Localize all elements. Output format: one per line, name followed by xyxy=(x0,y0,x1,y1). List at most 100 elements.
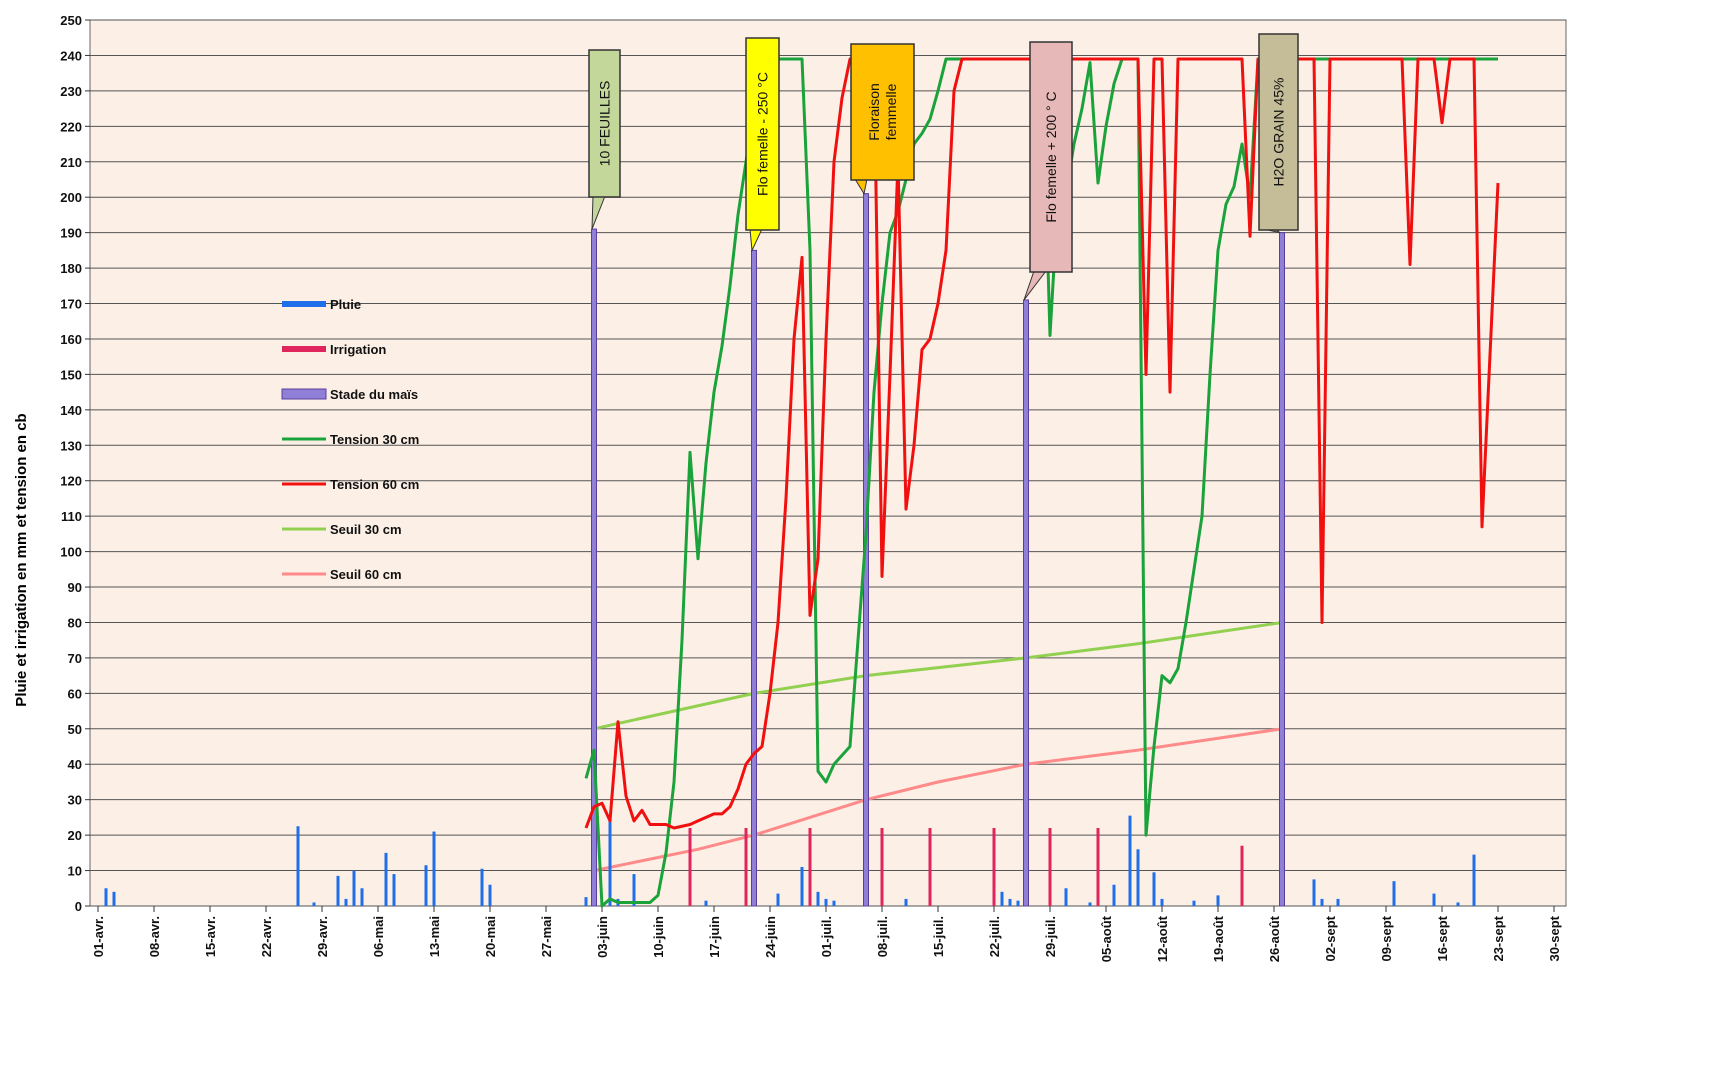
bar xyxy=(880,828,884,906)
callout-box xyxy=(745,37,780,231)
bar xyxy=(392,874,396,906)
bar xyxy=(1279,232,1285,907)
x-tick-label: 19-août xyxy=(1211,915,1226,962)
bar xyxy=(584,897,588,906)
y-tick-label: 110 xyxy=(61,509,82,524)
bar xyxy=(816,891,820,906)
y-tick-label: 120 xyxy=(60,474,82,489)
callout-box xyxy=(1029,41,1073,273)
legend-label: Pluie xyxy=(330,297,361,312)
bar xyxy=(1472,854,1476,906)
annotation: H2O GRAIN 45% xyxy=(1271,78,1287,187)
x-tick-label: 06-mai xyxy=(371,916,386,957)
x-tick-label: 15-avr. xyxy=(203,916,218,957)
y-tick-label: 170 xyxy=(60,297,82,312)
bar xyxy=(751,249,757,907)
bar xyxy=(608,820,612,906)
y-tick-label: 10 xyxy=(68,864,82,879)
bar xyxy=(1016,900,1020,906)
bar xyxy=(1048,828,1052,906)
annotation: Flo femelle + 200 ° C xyxy=(1043,91,1059,222)
bar xyxy=(296,826,300,906)
y-tick-label: 60 xyxy=(68,686,82,701)
x-tick-label: 30-sept xyxy=(1547,915,1562,961)
line xyxy=(593,727,1283,873)
bar xyxy=(104,888,108,906)
bar xyxy=(904,898,908,906)
y-tick-label: 160 xyxy=(60,332,82,347)
x-tick-label: 17-juin xyxy=(707,916,722,958)
y-tick-label: 220 xyxy=(60,119,82,134)
legend-swatch xyxy=(282,346,326,352)
plot-area xyxy=(89,19,1567,907)
annotation: Flo femelle - 250 °C xyxy=(755,72,771,196)
x-tick-label: 01-avr. xyxy=(91,916,106,957)
x-tick-label: 22-avr. xyxy=(259,916,274,957)
bar xyxy=(992,828,996,906)
bar xyxy=(1456,902,1460,906)
bar xyxy=(488,884,492,906)
x-tick-label: 29-juil. xyxy=(1043,916,1058,957)
x-tick-label: 13-mai xyxy=(427,916,442,957)
x-tick-label: 15-juil. xyxy=(931,916,946,957)
x-tick-label: 23-sept xyxy=(1491,915,1506,961)
bar xyxy=(1064,888,1068,906)
bar xyxy=(352,870,356,906)
bar xyxy=(360,888,364,906)
bar xyxy=(632,874,636,906)
y-tick-label: 250 xyxy=(60,13,82,28)
annotation: 10 FEUILLES xyxy=(597,81,613,167)
legend-label: Irrigation xyxy=(330,342,386,357)
legend-label: Seuil 30 cm xyxy=(330,522,402,537)
y-tick-label: 210 xyxy=(60,155,82,170)
line xyxy=(584,57,1500,830)
bar xyxy=(928,828,932,906)
bar xyxy=(1392,881,1396,906)
bar xyxy=(424,865,428,906)
x-tick-label: 08-juil. xyxy=(875,916,890,957)
x-tick-label: 12-août xyxy=(1155,915,1170,962)
x-tick-label: 22-juil. xyxy=(987,916,1002,957)
bar xyxy=(776,893,780,906)
bar xyxy=(480,868,484,906)
bar xyxy=(1160,898,1164,906)
y-tick-label: 20 xyxy=(68,828,82,843)
y-tick-label: 130 xyxy=(60,438,82,453)
x-tick-label: 26-août xyxy=(1267,915,1282,962)
x-tick-label: 01-juil. xyxy=(819,916,834,957)
y-tick-label: 50 xyxy=(68,722,82,737)
bar xyxy=(1312,879,1316,906)
bar xyxy=(800,867,804,906)
bar xyxy=(824,898,828,906)
y-tick-label: 200 xyxy=(60,190,82,205)
bar xyxy=(312,902,316,906)
bar xyxy=(704,900,708,906)
y-tick-label: 240 xyxy=(60,48,82,63)
callout-box xyxy=(850,43,915,181)
x-tick-label: 10-juin xyxy=(651,916,666,958)
annotation: Floraison xyxy=(866,83,882,141)
legend-label: Tension 30 cm xyxy=(330,432,419,447)
y-tick-label: 80 xyxy=(68,615,82,630)
bar xyxy=(344,898,348,906)
y-axis-label: Pluie et irrigation en mm et tension en … xyxy=(13,413,30,706)
x-tick-label: 27-mai xyxy=(539,916,554,957)
legend-label: Tension 60 cm xyxy=(330,477,419,492)
x-tick-label: 29-avr. xyxy=(315,916,330,957)
legend-label: Seuil 60 cm xyxy=(330,567,402,582)
line xyxy=(584,57,1498,908)
annotation: femmelle xyxy=(883,83,899,140)
x-tick-label: 08-avr. xyxy=(147,916,162,957)
bar xyxy=(808,828,812,906)
bar xyxy=(1088,902,1092,906)
callout-box xyxy=(588,49,621,198)
bar xyxy=(112,891,116,906)
legend-swatch xyxy=(282,301,326,307)
bar xyxy=(1112,884,1116,906)
bar xyxy=(1023,299,1029,907)
bar xyxy=(1320,898,1324,906)
y-tick-label: 40 xyxy=(68,757,82,772)
bar xyxy=(1128,815,1132,906)
x-tick-label: 05-août xyxy=(1099,915,1114,962)
y-tick-label: 150 xyxy=(60,367,82,382)
